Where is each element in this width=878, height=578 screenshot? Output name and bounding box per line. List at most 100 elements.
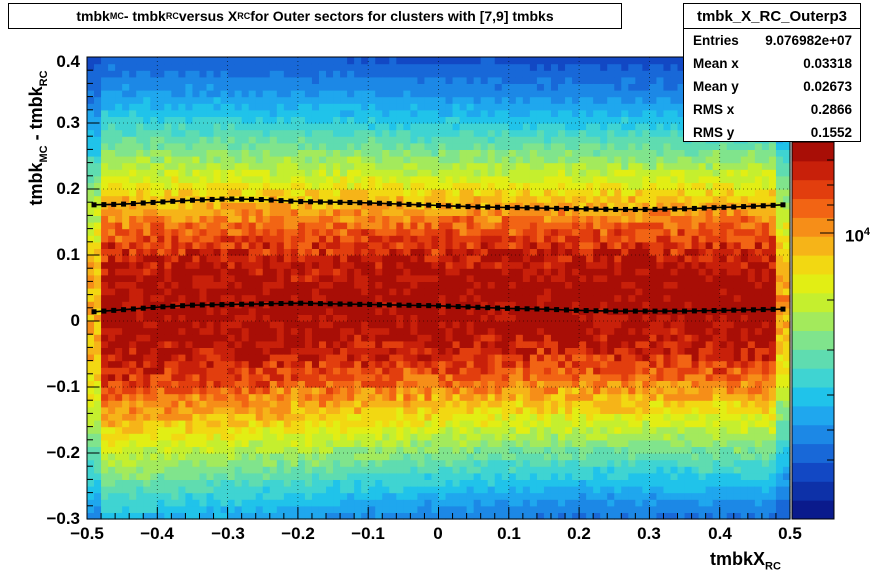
heatmap-cell [403,307,411,315]
heatmap-cell [157,76,165,84]
heatmap-cell [304,169,313,177]
heatmap-cell [522,57,531,65]
heatmap-cell [361,156,369,164]
heatmap-cell [122,479,130,487]
heatmap-cell [108,76,116,84]
heatmap-cell [318,505,327,513]
heatmap-cell [417,505,426,513]
heatmap-cell [473,261,482,269]
heatmap-cell [410,235,419,243]
heatmap-cell [290,162,299,170]
heatmap-cell [522,466,531,474]
heatmap-cell [459,294,468,302]
heatmap-cell [283,83,292,91]
heatmap-cell [494,327,503,335]
heatmap-cell [410,439,419,447]
heatmap-cell [206,228,215,236]
heatmap-cell [586,512,594,520]
heatmap-cell [185,307,194,315]
heatmap-cell [333,406,341,414]
heatmap-cell [318,241,327,249]
heatmap-cell [431,294,440,302]
heatmap-cell [424,63,433,71]
heatmap-cell [494,235,503,243]
heatmap-cell [382,327,390,335]
heatmap-cell [220,307,229,315]
heatmap-cell [164,248,172,256]
heatmap-cell [234,492,243,500]
heatmap-cell [487,248,496,256]
heatmap-cell [487,103,496,111]
heatmap-cell [326,459,334,467]
heatmap-cell [157,156,165,164]
heatmap-cell [410,453,419,461]
heatmap-cell [213,129,222,137]
heatmap-cell [361,109,369,117]
heatmap-cell [410,288,419,296]
heatmap-cell [94,360,102,368]
heatmap-cell [101,426,109,434]
heatmap-cell [108,274,116,282]
heatmap-cell [445,156,454,164]
heatmap-cell [108,142,116,150]
heatmap-cell [417,380,426,388]
heatmap-cell [143,63,151,71]
heatmap-cell [389,109,397,117]
heatmap-cell [192,420,201,428]
heatmap-cell [536,123,545,131]
heatmap-cell [171,453,179,461]
heatmap-cell [115,182,123,190]
heatmap-cell [234,70,243,78]
heatmap-cell [572,466,580,474]
heatmap-cell [192,156,201,164]
heatmap-cell [255,162,264,170]
heatmap-cell [424,505,433,513]
heatmap-cell [438,109,447,117]
heatmap-cell [192,208,201,216]
heatmap-cell [164,109,172,117]
heatmap-cell [129,512,137,520]
heatmap-cell [326,136,334,144]
heatmap-cell [368,420,376,428]
heatmap-cell [410,505,419,513]
heatmap-cell [522,367,531,375]
heatmap-cell [368,479,376,487]
heatmap-cell [424,380,433,388]
heatmap-cell [108,182,116,190]
heatmap-cell [297,387,306,395]
heatmap-cell [550,439,559,447]
heatmap-cell [473,83,482,91]
heatmap-cell [522,149,531,157]
heatmap-cell [375,70,383,78]
heatmap-cell [473,347,482,355]
heatmap-cell [326,512,334,520]
heatmap-cell [255,136,264,144]
heatmap-cell [129,459,137,467]
heatmap-cell [87,466,95,474]
heatmap-cell [572,136,580,144]
heatmap-cell [311,387,320,395]
heatmap-cell [354,70,362,78]
heatmap-cell [375,459,383,467]
heatmap-cell [206,426,215,434]
heatmap-cell [241,90,250,98]
heatmap-cell [375,439,383,447]
heatmap-cell [333,499,341,507]
heatmap-cell [241,512,250,520]
heatmap-cell [424,76,433,84]
heatmap-cell [157,321,165,329]
heatmap-cell [487,175,496,183]
heatmap-cell [185,103,194,111]
heatmap-cell [129,268,137,276]
heatmap-cell [572,406,580,414]
heatmap-cell [424,83,433,91]
heatmap-cell [262,400,271,408]
heatmap-cell [473,472,482,480]
heatmap-cell [438,439,447,447]
heatmap-cell [220,162,229,170]
heatmap-cell [150,228,158,236]
heatmap-cell [297,169,306,177]
heatmap-cell [508,347,517,355]
heatmap-cell [403,347,411,355]
heatmap-cell [480,76,489,84]
